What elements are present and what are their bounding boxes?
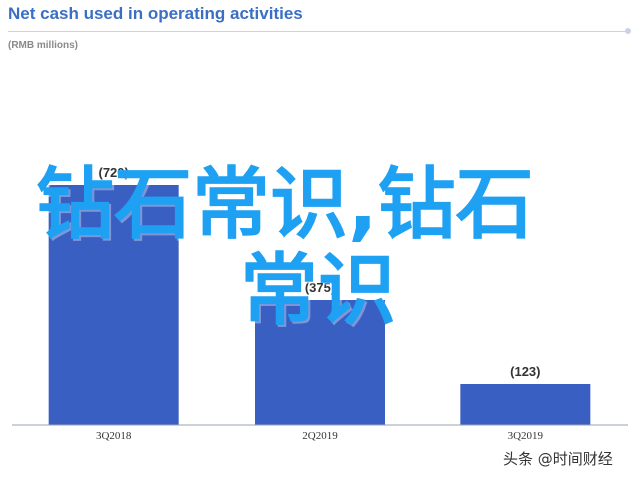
tick-label-2Q2019: 2Q2019 [302, 430, 338, 442]
value-label-2Q2019: (375) [305, 280, 335, 295]
tick-label-3Q2019: 3Q2019 [508, 430, 544, 442]
overlay-text-line-2: 常识 [240, 246, 397, 336]
bar-3Q2018 [48, 185, 179, 425]
title-divider [8, 31, 626, 32]
bar-2Q2019 [255, 300, 385, 425]
chart-title: Net cash used in operating activities [8, 4, 303, 23]
chart-subtitle: (RMB millions) [8, 40, 78, 51]
watermark-text: 头条 @时间财经 [503, 448, 613, 469]
tick-label-3Q2018: 3Q2018 [96, 430, 132, 442]
divider-end-dot [625, 28, 631, 34]
bar-3Q2019 [460, 384, 591, 425]
overlay-text-line-1: 钻石常识,钻石 [36, 160, 534, 250]
value-label-3Q2019: (123) [510, 364, 540, 379]
value-label-3Q2018: (720) [98, 165, 128, 180]
